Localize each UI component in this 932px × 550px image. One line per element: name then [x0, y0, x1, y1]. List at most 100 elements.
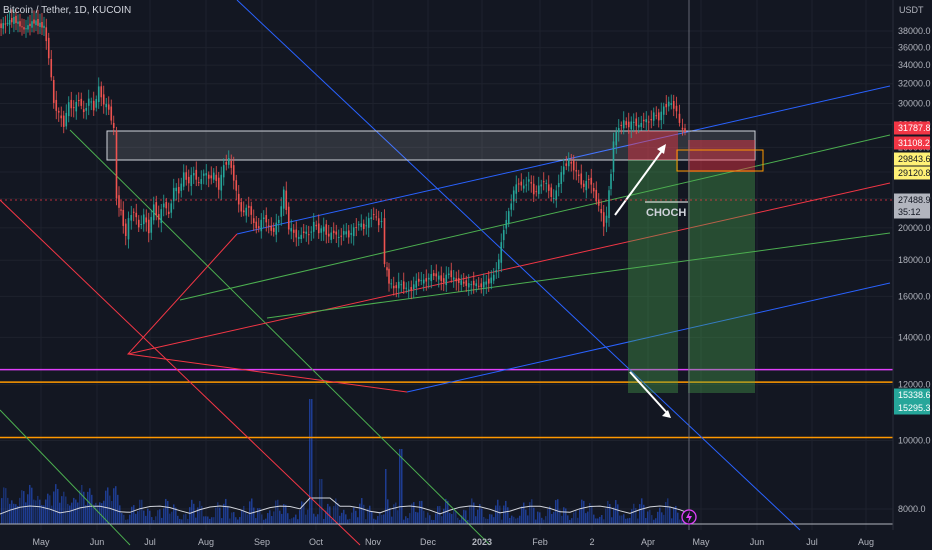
candle-body — [665, 103, 668, 108]
volume-bar — [365, 519, 367, 524]
candle-body — [242, 210, 245, 213]
resistance-zone[interactable] — [106, 130, 756, 161]
candle-body — [407, 289, 410, 291]
down-arrow-line[interactable] — [629, 371, 669, 415]
x-axis-tick-label: Aug — [198, 537, 214, 547]
volume-bar — [587, 511, 589, 524]
pitchfork-median-line[interactable] — [127, 182, 891, 355]
candle-body — [592, 187, 595, 192]
candle-body — [255, 221, 258, 229]
volume-bar — [425, 517, 427, 524]
candle-body — [392, 285, 395, 289]
volume-bar — [219, 507, 221, 524]
stop-loss-zone[interactable] — [688, 140, 755, 172]
candle-body — [667, 101, 670, 107]
volume-bar — [155, 516, 157, 524]
pitchfork-upper-mid-line[interactable] — [179, 134, 891, 301]
x-axis-tick-label: Dec — [420, 537, 437, 547]
volume-bar — [395, 502, 397, 524]
volume-bar — [535, 519, 537, 524]
candle-body — [180, 183, 183, 191]
volume-bar — [301, 501, 303, 524]
pitchfork-lower-line[interactable] — [406, 282, 891, 393]
volume-bar — [431, 519, 433, 524]
candle-body — [45, 27, 48, 42]
volume-bar — [675, 505, 677, 524]
volume-bar — [455, 511, 457, 524]
candle-body — [620, 124, 623, 126]
price-tag — [894, 166, 930, 180]
up-arrow-line[interactable] — [614, 147, 665, 216]
volume-bar — [273, 511, 275, 524]
candle-body — [547, 184, 550, 191]
candle-body — [312, 221, 315, 232]
volume-bar — [137, 511, 139, 524]
y-axis-tick-label: 10000.0 — [898, 436, 931, 446]
entry-zone-box[interactable] — [676, 149, 764, 172]
volume-bar — [119, 505, 121, 524]
price-tag — [894, 205, 930, 219]
volume-bar — [25, 502, 27, 524]
stop-loss-zone[interactable] — [628, 131, 678, 160]
volume-bar — [329, 506, 331, 524]
volume-bar — [195, 517, 197, 524]
volume-bar — [15, 504, 17, 524]
candle-body — [367, 218, 370, 228]
volume-bar — [603, 519, 605, 524]
trend-line[interactable] — [69, 129, 491, 546]
volume-bar — [177, 515, 179, 524]
candle-body — [615, 131, 618, 146]
volume-bar — [13, 503, 15, 524]
volume-bar — [141, 499, 143, 524]
volume-bar — [613, 507, 615, 524]
volume-bar — [489, 514, 491, 524]
volume-bar — [247, 514, 249, 524]
volume-bar — [33, 499, 35, 524]
candle-body — [147, 219, 150, 234]
candle-body — [517, 183, 520, 185]
take-profit-zone[interactable] — [628, 160, 678, 393]
trend-line[interactable] — [0, 409, 131, 546]
candle-body — [580, 173, 583, 185]
candle-body — [282, 189, 285, 209]
candle-body — [245, 207, 248, 216]
y-axis-tick-label: 34000.0 — [898, 60, 931, 70]
volume-bar — [679, 519, 681, 524]
volume-bar — [561, 515, 563, 524]
volume-bar — [547, 508, 549, 524]
volume-bar — [499, 505, 501, 524]
volume-bar — [77, 502, 79, 524]
candle-body — [380, 221, 383, 223]
candle-body — [50, 58, 53, 78]
volume-bar — [665, 502, 667, 524]
volume-bar — [375, 519, 377, 524]
volume-bar — [529, 502, 531, 524]
volume-bar — [389, 507, 391, 524]
pitchfork-lower-mid-line[interactable] — [266, 232, 891, 319]
volume-bar — [673, 507, 675, 524]
volume-bar — [113, 488, 115, 524]
take-profit-zone[interactable] — [688, 172, 755, 393]
volume-bar — [213, 517, 215, 524]
candle-body — [70, 99, 73, 109]
volume-bar — [569, 519, 571, 524]
volume-bar — [607, 500, 609, 524]
candle-body — [65, 112, 68, 127]
volume-bar — [83, 491, 85, 524]
volume-bar — [11, 500, 13, 524]
candle-body — [195, 169, 198, 180]
volume-bar — [581, 499, 583, 524]
volume-bar — [459, 519, 461, 524]
candle-body — [342, 231, 345, 235]
trend-line[interactable] — [0, 199, 361, 546]
candle-body — [545, 182, 548, 184]
trend-line[interactable] — [236, 0, 801, 531]
candle-body — [21, 26, 23, 28]
volume-bar — [161, 517, 163, 524]
price-tag — [894, 193, 930, 207]
candle-body — [290, 228, 293, 232]
candle-body — [120, 209, 122, 211]
volume-bar — [435, 513, 437, 524]
